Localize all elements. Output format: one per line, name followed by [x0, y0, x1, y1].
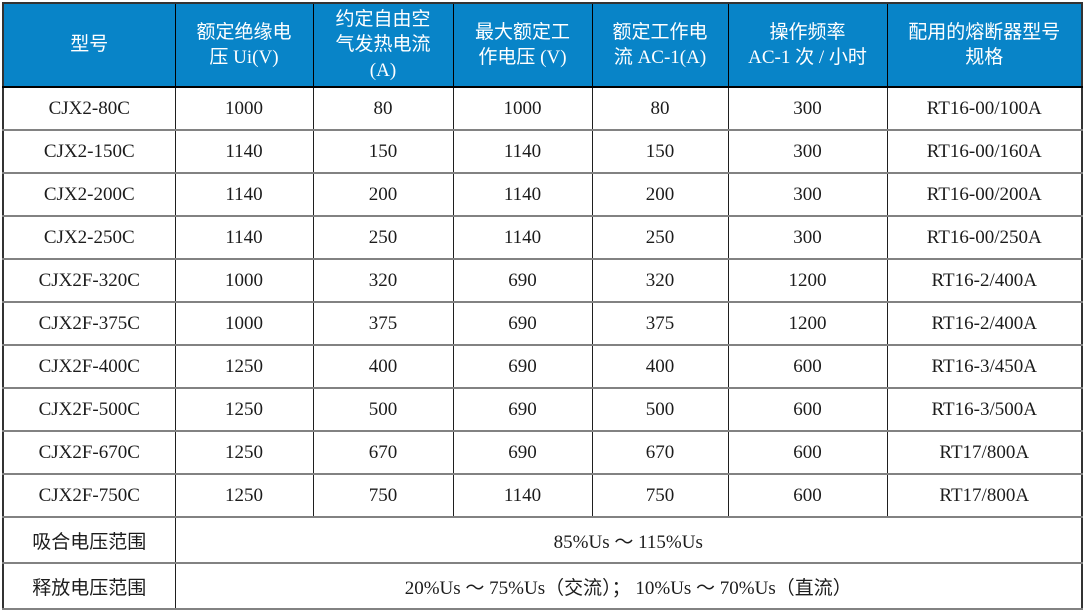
value-cell: 1250: [174, 473, 314, 518]
model-cell: CJX2F-320C: [2, 258, 176, 303]
value-cell: 250: [312, 215, 454, 260]
column-header-3: 最大额定工 作电压 (V): [452, 2, 593, 88]
model-cell: CJX2-80C: [2, 86, 176, 131]
column-header-2: 约定自由空 气发热电流 (A): [312, 2, 454, 88]
column-header-6: 配用的熔断器型号 规格: [886, 2, 1083, 88]
value-cell: 200: [312, 172, 454, 217]
value-cell: 400: [312, 344, 454, 389]
model-cell: CJX2F-375C: [2, 301, 176, 346]
value-cell: 300: [727, 129, 888, 174]
value-cell: 1140: [174, 215, 314, 260]
value-cell: 300: [727, 215, 888, 260]
value-cell: 200: [591, 172, 729, 217]
value-cell: 690: [452, 301, 593, 346]
value-cell: 1000: [174, 86, 314, 131]
column-header-4: 额定工作电 流 AC-1(A): [591, 2, 729, 88]
value-cell: 1140: [452, 473, 593, 518]
value-cell: 80: [312, 86, 454, 131]
value-cell: RT16-3/450A: [886, 344, 1083, 389]
value-cell: 1140: [452, 129, 593, 174]
value-cell: RT16-2/400A: [886, 301, 1083, 346]
value-cell: 1000: [174, 301, 314, 346]
value-cell: 690: [452, 344, 593, 389]
table-row: CJX2-80C 1000 80 1000 80 300 RT16-00/100A: [2, 86, 1083, 131]
value-cell: 1250: [174, 387, 314, 432]
header-row: 型号 额定绝缘电 压 Ui(V) 约定自由空 气发热电流 (A) 最大额定工 作电压 …: [2, 2, 1083, 88]
column-header-1: 额定绝缘电 压 Ui(V): [174, 2, 314, 88]
table-row: CJX2F-400C 1250 400 690 400 600 RT16-3/450A: [2, 344, 1083, 389]
value-cell: 670: [312, 430, 454, 475]
value-cell: 500: [591, 387, 729, 432]
footer-row: 释放电压范围 20%Us ～ 75%Us（交流）； 10%Us ～ 70%Us（直…: [2, 562, 1083, 610]
table-row: CJX2F-750C 1250 750 1140 750 600 RT17/800A: [2, 473, 1083, 518]
value-cell: 250: [591, 215, 729, 260]
value-cell: RT16-00/160A: [886, 129, 1083, 174]
table-row: CJX2F-500C 1250 500 690 500 600 RT16-3/500A: [2, 387, 1083, 432]
column-header-0: 型号: [2, 2, 176, 88]
value-cell: 150: [312, 129, 454, 174]
value-cell: 1200: [727, 258, 888, 303]
footer-value: 85%Us ～ 115%Us: [174, 516, 1083, 564]
value-cell: 375: [312, 301, 454, 346]
value-cell: 1000: [174, 258, 314, 303]
model-cell: CJX2F-750C: [2, 473, 176, 518]
value-cell: 500: [312, 387, 454, 432]
value-cell: 670: [591, 430, 729, 475]
model-cell: CJX2F-500C: [2, 387, 176, 432]
value-cell: 1250: [174, 430, 314, 475]
value-cell: 750: [591, 473, 729, 518]
value-cell: 1200: [727, 301, 888, 346]
table-footer: 吸合电压范围 85%Us ～ 115%Us 释放电压范围 20%Us ～ 75%Us（…: [2, 516, 1083, 610]
value-cell: 750: [312, 473, 454, 518]
footer-label: 吸合电压范围: [2, 516, 176, 564]
value-cell: 1140: [174, 129, 314, 174]
model-cell: CJX2-200C: [2, 172, 176, 217]
table-row: CJX2F-375C 1000 375 690 375 1200 RT16-2/400A: [2, 301, 1083, 346]
column-header-5: 操作频率 AC-1 次 / 小时: [727, 2, 888, 88]
value-cell: 600: [727, 430, 888, 475]
value-cell: 300: [727, 86, 888, 131]
value-cell: 320: [312, 258, 454, 303]
value-cell: 600: [727, 387, 888, 432]
table-row: CJX2-250C 1140 250 1140 250 300 RT16-00/250A: [2, 215, 1083, 260]
value-cell: 1000: [452, 86, 593, 131]
footer-label: 释放电压范围: [2, 562, 176, 610]
value-cell: RT16-2/400A: [886, 258, 1083, 303]
value-cell: RT16-00/100A: [886, 86, 1083, 131]
value-cell: 300: [727, 172, 888, 217]
value-cell: 1140: [452, 172, 593, 217]
model-cell: CJX2-250C: [2, 215, 176, 260]
value-cell: RT16-3/500A: [886, 387, 1083, 432]
value-cell: RT16-00/250A: [886, 215, 1083, 260]
footer-value: 20%Us ～ 75%Us（交流）； 10%Us ～ 70%Us（直流）: [174, 562, 1083, 610]
model-cell: CJX2F-670C: [2, 430, 176, 475]
value-cell: 690: [452, 430, 593, 475]
value-cell: 1140: [174, 172, 314, 217]
value-cell: 150: [591, 129, 729, 174]
value-cell: RT17/800A: [886, 473, 1083, 518]
value-cell: 80: [591, 86, 729, 131]
table-row: CJX2F-670C 1250 670 690 670 600 RT17/800A: [2, 430, 1083, 475]
model-cell: CJX2F-400C: [2, 344, 176, 389]
table-body: CJX2-80C 1000 80 1000 80 300 RT16-00/100A CJX2-…: [2, 86, 1083, 518]
table-row: CJX2-150C 1140 150 1140 150 300 RT16-00/160A: [2, 129, 1083, 174]
table-row: CJX2F-320C 1000 320 690 320 1200 RT16-2/400A: [2, 258, 1083, 303]
value-cell: 600: [727, 473, 888, 518]
value-cell: 1250: [174, 344, 314, 389]
model-cell: CJX2-150C: [2, 129, 176, 174]
value-cell: RT16-00/200A: [886, 172, 1083, 217]
table-header: 型号 额定绝缘电 压 Ui(V) 约定自由空 气发热电流 (A) 最大额定工 作电压 …: [2, 2, 1083, 88]
value-cell: 690: [452, 258, 593, 303]
value-cell: 1140: [452, 215, 593, 260]
value-cell: 400: [591, 344, 729, 389]
value-cell: 690: [452, 387, 593, 432]
footer-row: 吸合电压范围 85%Us ～ 115%Us: [2, 516, 1083, 564]
value-cell: 375: [591, 301, 729, 346]
table-row: CJX2-200C 1140 200 1140 200 300 RT16-00/200A: [2, 172, 1083, 217]
value-cell: RT17/800A: [886, 430, 1083, 475]
value-cell: 320: [591, 258, 729, 303]
value-cell: 600: [727, 344, 888, 389]
